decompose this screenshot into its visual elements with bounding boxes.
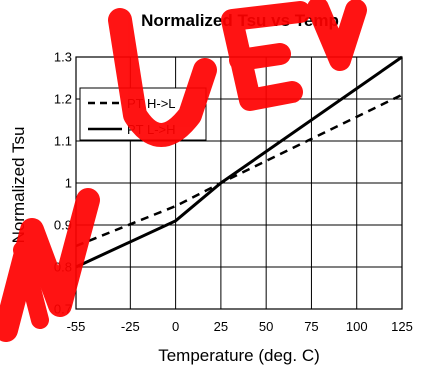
x-tick-label: 125 (391, 319, 413, 334)
watermark-stroke-e (221, 1, 311, 111)
watermark-stroke-u (108, 8, 217, 147)
y-axis-title: Normalized Tsu (9, 127, 28, 244)
x-tick-label: 100 (346, 319, 368, 334)
y-tick-label: 1 (65, 176, 72, 191)
y-tick-label: 1.3 (54, 50, 72, 65)
x-tick-label: -55 (67, 319, 86, 334)
x-axis-title: Temperature (deg. C) (158, 346, 320, 365)
y-tick-label: 1.1 (54, 134, 72, 149)
x-tick-labels: -55 -25 0 25 50 75 100 125 (67, 319, 413, 334)
y-tick-label: 0.9 (54, 218, 72, 233)
watermark-stroke-tail (13, 241, 49, 329)
series-line-1 (75, 55, 403, 269)
watermark-stroke-n (0, 188, 100, 342)
series-line-0 (75, 93, 403, 248)
watermark-logo (0, 0, 367, 342)
x-tick-label: 0 (172, 319, 179, 334)
y-tick-label: 1.2 (54, 92, 72, 107)
x-tick-label: 50 (259, 319, 273, 334)
series-layer (75, 55, 403, 269)
watermark-stroke-v (307, 0, 367, 71)
x-tick-label: -25 (121, 319, 140, 334)
x-tick-label: 25 (214, 319, 228, 334)
x-tick-label: 75 (304, 319, 318, 334)
